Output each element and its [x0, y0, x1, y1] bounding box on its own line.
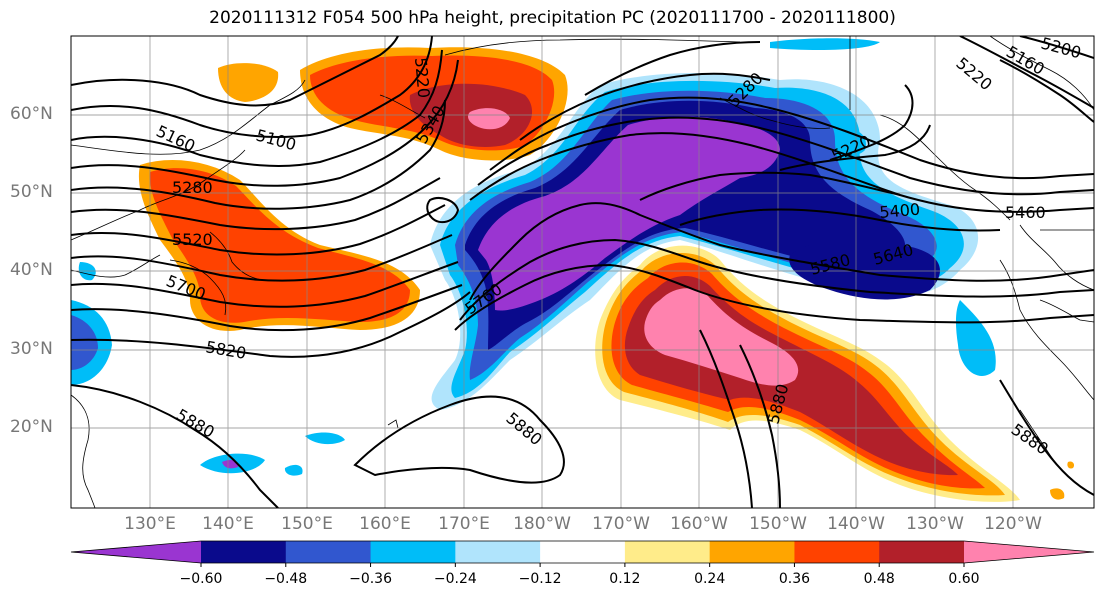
lon-label: 160°E — [359, 514, 411, 534]
lon-label: 140°E — [202, 514, 254, 534]
lon-label: 170°E — [438, 514, 490, 534]
lon-label: 180°W — [513, 514, 571, 534]
colorbar-segment — [455, 541, 541, 563]
colorbar-tick-label: 0.12 — [609, 571, 641, 587]
colorbar-extend-right — [964, 541, 1094, 563]
colorbar-tick-label: −0.12 — [518, 571, 562, 587]
map-frame — [70, 35, 1095, 509]
colorbar-tick-label: −0.36 — [349, 571, 392, 587]
graticule — [71, 36, 1094, 508]
contour-label: 5400 — [879, 200, 921, 222]
lon-label: 140°W — [827, 514, 885, 534]
lat-label: 40°N — [10, 260, 53, 280]
contour-label: 5520 — [172, 230, 213, 249]
lat-label: 60°N — [10, 104, 53, 124]
lon-label: 120°W — [984, 514, 1042, 534]
contour-label: 5220 — [411, 57, 433, 99]
lon-label: 170°W — [592, 514, 650, 534]
height-contours — [71, 36, 1094, 508]
map-title: 2020111312 F054 500 hPa height, precipit… — [209, 8, 896, 28]
positive-precip-shading — [138, 47, 1075, 502]
colorbar-segment — [709, 541, 795, 563]
colorbar-tick-label: −0.60 — [179, 571, 223, 587]
lon-label: 150°W — [749, 514, 807, 534]
colorbar-tick-label: −0.24 — [433, 571, 477, 587]
colorbar-tick-label: 0.48 — [863, 571, 895, 587]
contour-label: 5280 — [172, 178, 213, 197]
colorbar-tick-label: 0.36 — [778, 571, 811, 587]
colorbar-segment — [794, 541, 880, 563]
lon-label: 130°W — [906, 514, 964, 534]
colorbar-segment — [285, 541, 372, 563]
colorbar-segment — [879, 541, 965, 563]
colorbar-segment — [624, 541, 711, 563]
colorbar-extend-left — [71, 541, 201, 563]
colorbar-segment — [540, 541, 626, 563]
lon-label: 160°W — [670, 514, 728, 534]
colorbar-tick-label: 0.24 — [694, 571, 726, 587]
lat-label: 50°N — [10, 182, 53, 202]
colorbar-tick-label: 0.60 — [948, 571, 980, 587]
colorbar — [70, 540, 1095, 567]
lon-label: 150°E — [281, 514, 333, 534]
colorbar-segment — [370, 541, 456, 563]
contour-label: 5460 — [1005, 203, 1046, 222]
colorbar-tick-label: −0.48 — [264, 571, 308, 587]
lon-label: 130°E — [124, 514, 176, 534]
lat-label: 20°N — [10, 417, 53, 437]
lat-label: 30°N — [10, 339, 53, 359]
colorbar-segment — [201, 541, 287, 563]
